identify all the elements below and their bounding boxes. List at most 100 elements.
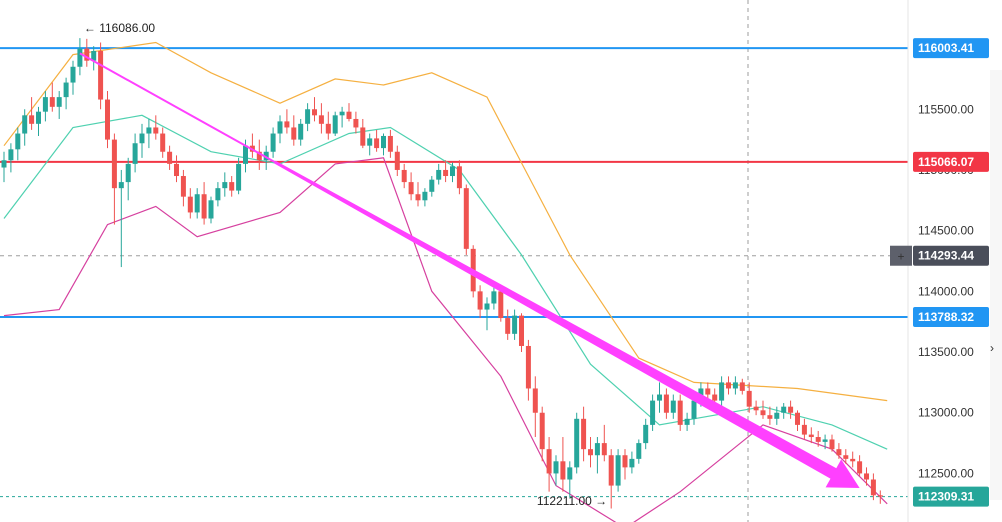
candle[interactable] (146, 118, 152, 149)
candle[interactable] (801, 418, 807, 440)
crosshair-plus-button[interactable] (890, 245, 912, 266)
candle[interactable] (339, 106, 345, 128)
crosshair-price-tag[interactable]: +114293.44 (890, 245, 989, 266)
candle[interactable] (222, 172, 228, 197)
candle[interactable] (15, 127, 21, 161)
candle[interactable] (8, 143, 14, 173)
candle[interactable] (843, 449, 849, 464)
candle[interactable] (118, 169, 124, 268)
candle[interactable] (788, 400, 794, 419)
candle[interactable] (291, 115, 297, 146)
candle[interactable] (643, 418, 649, 450)
candle[interactable] (167, 145, 173, 170)
candle[interactable] (594, 437, 600, 474)
candle[interactable] (187, 188, 193, 219)
plot-area[interactable] (0, 0, 908, 522)
last-price-tag[interactable]: 112309.31 (913, 486, 989, 507)
candle[interactable] (436, 163, 442, 185)
candle[interactable] (498, 288, 504, 322)
candle[interactable] (332, 111, 338, 136)
candle[interactable] (684, 412, 690, 431)
candle[interactable] (236, 157, 242, 195)
candle[interactable] (732, 376, 738, 395)
candle[interactable] (746, 382, 752, 413)
candle[interactable] (836, 443, 842, 459)
candle[interactable] (360, 118, 366, 149)
candle[interactable] (560, 437, 566, 492)
candle[interactable] (705, 382, 711, 401)
candle[interactable] (387, 129, 393, 158)
candle[interactable] (857, 455, 863, 476)
candle[interactable] (546, 437, 552, 492)
candle[interactable] (125, 157, 131, 201)
candle[interactable] (160, 127, 166, 158)
trend-arrow[interactable] (79, 52, 860, 488)
candle[interactable] (429, 176, 435, 197)
candle[interactable] (726, 376, 731, 395)
candle[interactable] (270, 127, 276, 158)
candle[interactable] (484, 297, 490, 331)
candle[interactable] (374, 129, 380, 152)
candle[interactable] (608, 449, 614, 509)
candle[interactable] (657, 382, 662, 413)
candle[interactable] (877, 490, 883, 504)
candle[interactable] (574, 412, 580, 474)
candle[interactable] (781, 403, 787, 419)
candle[interactable] (312, 97, 317, 122)
candle[interactable] (284, 109, 290, 134)
candle[interactable] (774, 406, 780, 425)
candle[interactable] (870, 473, 876, 501)
candle[interactable] (719, 376, 725, 407)
candle[interactable] (91, 46, 97, 71)
candle[interactable] (84, 38, 90, 67)
candle[interactable] (174, 155, 179, 183)
candle[interactable] (677, 394, 683, 431)
candle[interactable] (601, 424, 607, 462)
candle[interactable] (201, 182, 207, 225)
candle[interactable] (491, 285, 497, 310)
candle[interactable] (795, 410, 800, 431)
candle[interactable] (111, 133, 117, 225)
candle[interactable] (77, 38, 83, 76)
candle[interactable] (105, 91, 110, 149)
candle[interactable] (525, 339, 531, 401)
candle[interactable] (401, 163, 407, 189)
candle[interactable] (739, 378, 745, 395)
candle[interactable] (815, 430, 821, 447)
candle[interactable] (663, 388, 669, 419)
candle[interactable] (456, 160, 462, 195)
candle[interactable] (215, 182, 221, 207)
candle[interactable] (353, 111, 359, 134)
candle[interactable] (588, 437, 593, 468)
candle[interactable] (422, 188, 428, 207)
candle[interactable] (864, 467, 869, 486)
candle[interactable] (443, 160, 449, 183)
candle[interactable] (346, 103, 352, 122)
candle[interactable] (829, 434, 835, 452)
candle[interactable] (532, 376, 538, 438)
candle[interactable] (553, 455, 559, 486)
candle[interactable] (194, 188, 200, 219)
level-price-tag[interactable]: 113788.32 (913, 307, 989, 328)
candle[interactable] (56, 91, 62, 119)
candle[interactable] (512, 309, 518, 340)
level-price-tag[interactable]: 115066.07 (913, 151, 989, 172)
candle[interactable] (629, 451, 635, 474)
price-axis[interactable]: 112500.00 113000.00 113500.00 114000.00 1145… (890, 0, 1002, 522)
candle[interactable] (408, 172, 414, 201)
candle[interactable] (132, 133, 138, 173)
candle[interactable] (277, 115, 283, 144)
candle[interactable] (1, 151, 7, 183)
candle[interactable] (36, 106, 41, 136)
candle[interactable] (153, 115, 159, 140)
candle[interactable] (650, 394, 656, 431)
candle[interactable] (450, 162, 455, 183)
candle[interactable] (415, 182, 421, 207)
candle[interactable] (505, 309, 511, 340)
candle[interactable] (808, 427, 814, 444)
candle[interactable] (367, 133, 373, 156)
candle[interactable] (98, 42, 104, 110)
candle[interactable] (42, 91, 48, 122)
candle[interactable] (63, 77, 69, 110)
